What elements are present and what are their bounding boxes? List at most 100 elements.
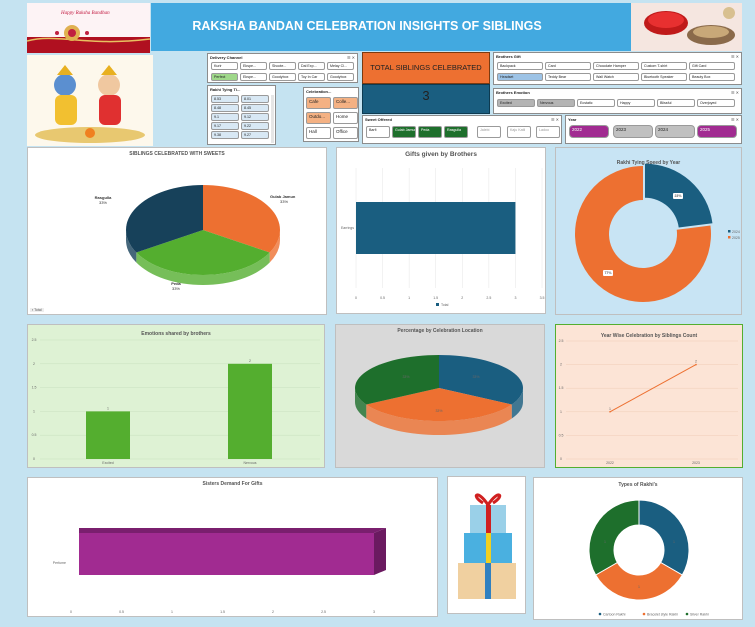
slicer-item[interactable]: Gulab Jamun [392,126,416,138]
slicer-item[interactable]: Peda [418,126,442,138]
slicer-item[interactable]: Gift Card [689,62,735,70]
slicer-scrollbar[interactable] [271,95,274,143]
data-point [695,363,697,366]
slicer-item[interactable]: Goodybox [269,73,296,81]
gift-box-image [447,476,526,614]
slicer-item[interactable]: Nervous [537,99,575,107]
slicer-item[interactable]: Backpack [497,62,543,70]
donut-slice [638,499,690,576]
slicer-item[interactable]: Jalebi [477,126,501,138]
tick-label: 2.5 [32,338,37,342]
slicer-item[interactable]: 9.1 [211,113,239,121]
slicer-item[interactable]: Rasgulla [444,126,468,138]
filter-icon[interactable]: ☰ ✕ [550,117,559,122]
filter-icon[interactable]: ☰ ✕ [346,55,355,60]
data-label: 33% [435,409,442,413]
slicer-item[interactable]: Blissful [657,99,695,107]
slicer-item[interactable]: Outdo... [306,112,331,124]
slicer-item[interactable]: 9.22 [241,122,269,130]
slicer-item[interactable]: Chocolate Hamper [593,62,639,70]
slicer-item[interactable]: Bluetooth Speaker [641,73,687,81]
kpi-card [362,52,490,84]
filter-icon[interactable]: ☰ ✕ [730,54,739,59]
slicer-item[interactable]: 2024 [655,125,695,138]
slicer-item[interactable]: Perfect [211,73,238,81]
slicer-item[interactable]: Ladoo [536,126,560,138]
slicer-item[interactable]: Excited [497,99,535,107]
data-label: 23% [674,194,682,198]
slicer-item[interactable]: Wall Watch [593,73,639,81]
slicer-item[interactable]: Ekspe... [240,73,267,81]
legend-swatch [685,612,689,616]
slicer-item[interactable]: Home [333,112,358,124]
tick-label: 2 [272,610,274,614]
tick-label: 0.5 [559,433,564,437]
data-label: 2 [695,360,697,364]
legend-label: Total [34,308,42,312]
pie-slice-side [136,252,270,285]
brothers-gift-slicer: Brothers Gift ☰ ✕ Backpack Card Chocolat… [493,52,742,85]
slicer-item[interactable]: Colle... [333,97,358,109]
filter-icon[interactable]: ☰ ✕ [730,90,739,95]
slicer-item[interactable]: Headset [497,73,543,81]
slicer-item[interactable]: Barfi [366,126,390,138]
slicer-item[interactable]: 8.48 [211,104,239,112]
bar-side [374,528,386,575]
slicer-item[interactable]: Custom T-shirt [641,62,687,70]
tick-label: 1.5 [220,610,225,614]
data-label: 1 [604,540,606,544]
legend-label: Cartoon Rakhi [603,613,626,617]
slicer-item[interactable]: 9.38 [211,131,239,139]
pie-slice [136,230,270,275]
slicer-item[interactable]: 2023 [613,125,653,138]
chart-title: Gifts given by Brothers [405,151,477,158]
category-label: Excited [102,461,114,465]
tick-label: 2.5 [559,339,564,343]
slicer-item[interactable]: 8.53 [211,95,239,103]
chart-title: Types of Rakhi's [618,482,658,488]
slicer-item[interactable]: 9.12 [241,113,269,121]
slicer-item[interactable]: Melay Cl... [327,62,354,70]
slicer-item[interactable]: Kaju Katli [507,126,531,138]
slicer-item[interactable]: Shoote... [269,62,296,70]
category-label: 2022 [606,461,614,465]
tick-label: 1 [408,296,410,300]
slicer-item[interactable]: Goodybox [327,73,354,81]
kpi-value: 3 [422,88,430,103]
legend-swatch [728,230,731,233]
legend-item: ▪ Total [30,308,44,312]
slicer-item[interactable]: 9.17 [211,122,239,130]
data-label: 1 [673,540,675,544]
slicer-item[interactable]: 2025 [697,125,737,138]
filter-icon[interactable]: ☰ ✕ [730,117,739,122]
slicer-item[interactable]: Cafe [306,97,331,109]
slicer-item[interactable]: Happy [617,99,655,107]
slicer-item[interactable]: Card [545,62,591,70]
sweet-offered-slicer: Sweet Offered ☰ ✕ Barfi Gulab Jamun Peda… [362,115,562,144]
category-label: Perfume [53,561,66,565]
tick-label: 0.5 [380,296,385,300]
slicer-item[interactable]: Ecstatic [577,99,615,107]
slicer-item[interactable]: Office [333,127,358,139]
tick-label: 2.5 [321,610,326,614]
slicer-item[interactable]: Dal Exp... [298,62,325,70]
slicer-item[interactable]: 8.01 [241,95,269,103]
tick-label: 1.5 [433,296,438,300]
legend-label: Silver Rakhi [690,613,709,617]
emotions-bar-chart: 0 0.5 1 1.5 2 2.5 1 Excited 2 Nervous [32,338,320,465]
slicer-item[interactable]: Kurir [211,62,238,70]
data-label: 2 [249,359,251,363]
slicer-item[interactable]: 2022 [569,125,609,138]
slicer-item[interactable]: Hall [306,127,331,139]
chart-title: Rakhi Tying Speed by Year [616,160,681,166]
slicer-item[interactable]: Ekspe... [240,62,267,70]
slicer-item[interactable]: Overjoyed [697,99,735,107]
slicer-item[interactable]: Teddy Bear [545,73,591,81]
slicer-item[interactable]: 9.27 [241,131,269,139]
slicer-item[interactable]: Beauty Box [689,73,735,81]
chart-title: Sisters Demand For Gifts [202,481,263,487]
slicer-item[interactable]: Toy In Car [298,73,325,81]
slicer-item[interactable]: 8.45 [241,104,269,112]
data-point [609,411,611,413]
